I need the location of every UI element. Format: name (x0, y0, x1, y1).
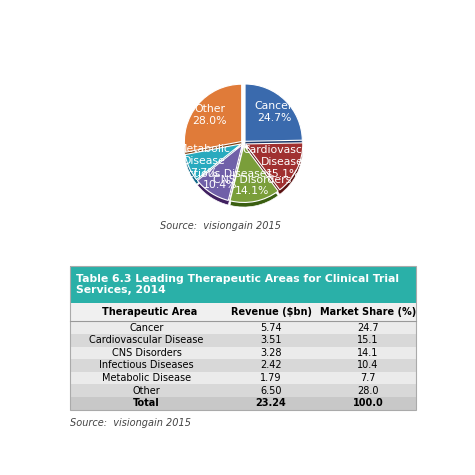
Text: 10.4: 10.4 (357, 361, 379, 370)
Text: 28.0: 28.0 (357, 386, 379, 396)
Text: 3.28: 3.28 (260, 348, 282, 358)
FancyBboxPatch shape (70, 347, 417, 359)
Wedge shape (198, 145, 242, 200)
Wedge shape (230, 145, 278, 202)
Wedge shape (185, 149, 241, 184)
Text: 100.0: 100.0 (352, 399, 383, 408)
FancyBboxPatch shape (70, 384, 417, 397)
Text: Metabolic Disease: Metabolic Disease (102, 373, 191, 383)
Wedge shape (184, 84, 242, 152)
FancyBboxPatch shape (70, 397, 417, 409)
FancyBboxPatch shape (70, 303, 417, 321)
Text: Cancer
24.7%: Cancer 24.7% (255, 101, 293, 123)
Text: 14.1: 14.1 (357, 348, 379, 358)
Text: 5.74: 5.74 (260, 323, 282, 332)
Text: Table 6.3 Leading Therapeutic Areas for Clinical Trial
Services, 2014: Table 6.3 Leading Therapeutic Areas for … (76, 274, 399, 295)
Wedge shape (245, 89, 302, 146)
Wedge shape (198, 150, 242, 205)
Text: Total: Total (133, 399, 160, 408)
Wedge shape (245, 84, 302, 141)
FancyBboxPatch shape (70, 372, 417, 384)
Text: 23.24: 23.24 (256, 399, 286, 408)
FancyBboxPatch shape (70, 359, 417, 372)
Wedge shape (246, 143, 303, 190)
Text: Cardiovascular
Disease
15.1%: Cardiovascular Disease 15.1% (242, 145, 323, 179)
FancyBboxPatch shape (70, 266, 417, 303)
Text: Cancer: Cancer (129, 323, 164, 332)
Text: 1.79: 1.79 (260, 373, 282, 383)
Text: 6.50: 6.50 (260, 386, 282, 396)
Text: CNS Disorders
14.1%: CNS Disorders 14.1% (213, 175, 291, 197)
FancyBboxPatch shape (70, 321, 417, 334)
Wedge shape (184, 89, 242, 157)
Text: Revenue ($bn): Revenue ($bn) (231, 307, 312, 317)
Text: 7.7: 7.7 (360, 373, 376, 383)
Text: Therapeutic Area: Therapeutic Area (103, 307, 198, 317)
Text: 3.51: 3.51 (260, 335, 282, 345)
Text: 24.7: 24.7 (357, 323, 379, 332)
Text: Other: Other (133, 386, 161, 396)
FancyBboxPatch shape (70, 334, 417, 347)
Text: 15.1: 15.1 (357, 335, 379, 345)
Text: Infectious Diseases: Infectious Diseases (99, 361, 194, 370)
Wedge shape (230, 150, 278, 207)
Text: Metabolic
Disease
7.7%: Metabolic Disease 7.7% (178, 144, 230, 178)
Text: Source:  visiongain 2015: Source: visiongain 2015 (70, 418, 191, 428)
Wedge shape (185, 144, 241, 180)
Text: Market Share (%): Market Share (%) (320, 307, 416, 317)
Text: Other
28.0%: Other 28.0% (193, 104, 227, 126)
Text: 2.42: 2.42 (260, 361, 282, 370)
Text: CNS Disorders: CNS Disorders (112, 348, 181, 358)
Wedge shape (246, 147, 303, 194)
Text: Source:  visiongain 2015: Source: visiongain 2015 (161, 221, 281, 231)
Text: Cardiovascular Disease: Cardiovascular Disease (89, 335, 204, 345)
Text: Infectious Diseases
10.4%: Infectious Diseases 10.4% (167, 169, 273, 190)
